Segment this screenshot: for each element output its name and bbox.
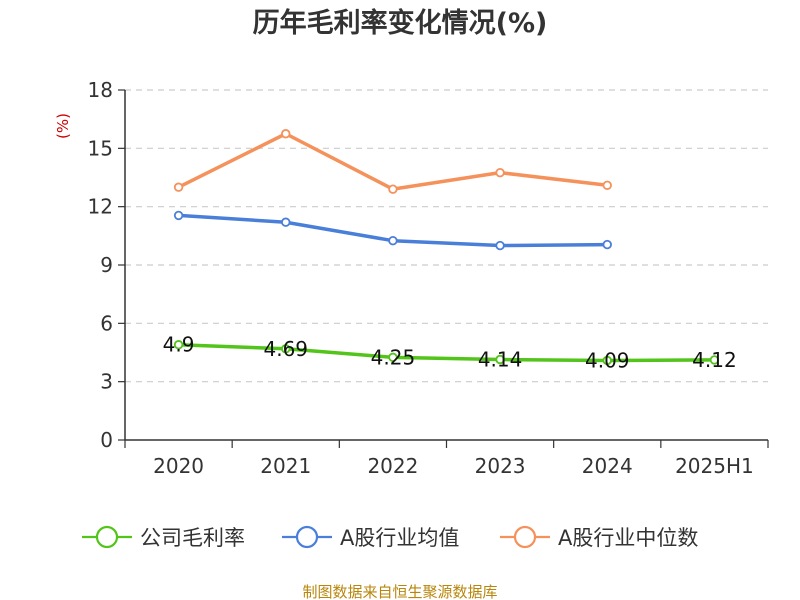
y-tick-label: 0 <box>100 428 113 452</box>
data-point[interactable] <box>495 167 505 178</box>
x-tick-label: 2024 <box>582 454 633 478</box>
data-point[interactable] <box>388 352 398 363</box>
legend-item-0[interactable]: 公司毛利率 <box>82 525 245 550</box>
legend-marker-icon <box>295 525 319 549</box>
data-point[interactable] <box>388 235 398 246</box>
data-point[interactable] <box>281 344 291 354</box>
data-label: 4.9 <box>163 333 195 357</box>
x-tick-label: 2021 <box>260 454 311 478</box>
data-point[interactable] <box>281 129 291 139</box>
data-label: 4.25 <box>371 345 416 369</box>
y-tick-label: 15 <box>88 136 113 160</box>
data-point[interactable] <box>602 239 612 250</box>
x-tick-label: 2023 <box>475 454 526 478</box>
gridlines <box>125 89 768 383</box>
data-point[interactable] <box>495 354 505 365</box>
legend-item-2[interactable]: A股行业中位数 <box>500 525 698 550</box>
legend-label: A股行业均值 <box>340 526 459 550</box>
data-point[interactable] <box>602 355 612 366</box>
data-label: 4.09 <box>585 348 630 372</box>
data-point[interactable] <box>281 217 291 227</box>
series-line-0 <box>176 342 717 363</box>
legend[interactable]: 公司毛利率 A股行业均值 A股行业中位数 <box>82 525 698 550</box>
legend-marker-icon <box>513 525 537 549</box>
data-point[interactable] <box>495 240 505 251</box>
legend-marker-icon <box>95 525 119 549</box>
x-tick-label: 2025H1 <box>675 454 754 478</box>
y-tick-label: 12 <box>88 195 113 219</box>
chart-title: 历年毛利率变化情况(%) <box>253 7 548 39</box>
data-point[interactable] <box>173 210 184 221</box>
legend-label: 公司毛利率 <box>140 526 245 550</box>
data-point[interactable] <box>173 182 184 192</box>
y-tick-label: 6 <box>100 311 113 335</box>
data-point[interactable] <box>602 180 612 190</box>
y-tick-label: 9 <box>100 253 113 277</box>
x-tick-label: 2022 <box>367 454 418 478</box>
data-point[interactable] <box>173 340 184 350</box>
data-label: 4.69 <box>263 337 308 361</box>
legend-item-1[interactable]: A股行业均值 <box>282 525 459 550</box>
data-labels: 4.9 4.69 4.25 4.14 4.09 4.12 <box>163 333 737 373</box>
series-line-2 <box>176 132 609 191</box>
y-tick-label: 18 <box>88 78 113 102</box>
data-label: 4.12 <box>692 348 737 372</box>
data-label: 4.14 <box>478 348 523 372</box>
legend-label: A股行业中位数 <box>558 526 698 550</box>
data-source-note: 制图数据来自恒生聚源数据库 <box>302 583 497 600</box>
data-point[interactable] <box>388 184 398 194</box>
data-point[interactable] <box>709 355 720 365</box>
series-lines <box>173 129 720 366</box>
y-axis-unit-label: (%) <box>54 113 72 139</box>
x-tick-label: 2020 <box>153 454 204 478</box>
y-tick-label: 3 <box>100 370 113 394</box>
axes: 0 3 6 9 12 15 18 2020 2021 2022 2023 2024 2025H1 <box>88 78 769 478</box>
